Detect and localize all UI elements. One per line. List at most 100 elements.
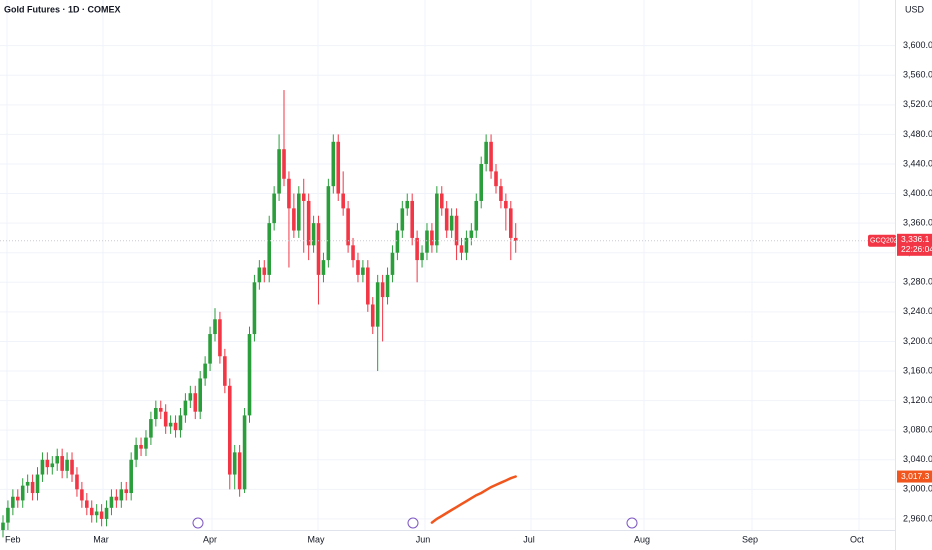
currency[interactable]: USD xyxy=(905,4,925,14)
y-tick-label: 3,240.0 xyxy=(903,306,932,316)
symbol-tag-bg xyxy=(868,234,896,247)
candle-body xyxy=(311,223,316,246)
candle-body xyxy=(479,163,484,201)
x-tick-label: Aug xyxy=(634,534,650,544)
candle-body xyxy=(277,149,281,194)
y-tick-label: 3,400.0 xyxy=(903,188,932,198)
plot xyxy=(0,90,895,538)
candle-body xyxy=(459,245,464,253)
x-tick-label: Jul xyxy=(523,534,535,544)
candle-body xyxy=(356,260,360,275)
candle-body xyxy=(163,411,168,427)
y-tick-label: 3,280.0 xyxy=(903,277,932,287)
y-tick-label: 3,040.0 xyxy=(903,454,932,464)
candle-body xyxy=(114,496,119,501)
price-tag: 3,336.1 xyxy=(901,234,930,244)
y-tick-label: 3,080.0 xyxy=(903,425,932,435)
candle-body xyxy=(178,415,183,431)
candle-body xyxy=(351,245,355,261)
candle-body xyxy=(405,200,410,209)
y-tick-label: 3,440.0 xyxy=(903,158,932,168)
candle-body xyxy=(272,193,276,224)
y-tick-label: 3,360.0 xyxy=(903,218,932,228)
y-tick-label: 3,520.0 xyxy=(903,99,932,109)
y-tick-label: 3,480.0 xyxy=(903,129,932,139)
x-tick-label: Feb xyxy=(5,534,21,544)
candle-body xyxy=(227,385,232,475)
candle-body xyxy=(474,200,479,231)
candle-body xyxy=(499,186,503,201)
candle-body xyxy=(99,511,104,519)
candle-body xyxy=(420,252,424,261)
countdown: 22:26:04 xyxy=(901,244,932,254)
candle-body xyxy=(449,215,454,231)
candle-body xyxy=(149,419,153,438)
candle-body xyxy=(144,437,148,449)
y-tick-label: 3,000.0 xyxy=(903,484,932,494)
candle-body xyxy=(282,149,286,179)
candle-body xyxy=(129,459,133,494)
event-icons xyxy=(192,517,638,529)
candle-body xyxy=(430,230,434,246)
candle-body xyxy=(435,193,439,246)
candle-body xyxy=(508,208,513,238)
candle-body xyxy=(55,456,60,464)
candle-body xyxy=(504,200,508,209)
candle-body xyxy=(25,481,30,486)
candle-body xyxy=(380,282,385,298)
candle-body xyxy=(119,489,124,501)
candle-body xyxy=(321,260,326,275)
candle-body xyxy=(439,193,444,209)
candle-body xyxy=(193,393,198,412)
candle-body xyxy=(223,356,227,386)
candle-body xyxy=(489,141,493,172)
overlay-tag-bg xyxy=(897,470,932,483)
candle-body xyxy=(188,393,193,401)
y-tick-label: 3,600.0 xyxy=(903,40,932,50)
candle-body xyxy=(109,496,114,508)
candle-body xyxy=(306,200,311,246)
symbol-tag: GCQ2025 xyxy=(870,238,902,245)
candle-body xyxy=(158,407,163,412)
candle-body xyxy=(168,422,173,427)
candle-body xyxy=(346,208,350,246)
candle-body xyxy=(1,522,5,530)
candle-body xyxy=(154,407,158,420)
candle-body xyxy=(390,252,395,275)
candle-body xyxy=(70,459,74,475)
y-tick-label: 3,200.0 xyxy=(903,336,932,346)
candle-body xyxy=(385,274,390,298)
y-tick-label: 3,560.0 xyxy=(903,70,932,80)
price-tag-bg xyxy=(897,233,932,256)
candle-body xyxy=(11,496,15,508)
candle-body xyxy=(257,267,262,283)
candle-body xyxy=(341,193,345,209)
candle-body xyxy=(395,230,400,253)
x-tick-label: Jun xyxy=(416,534,431,544)
x-tick-label: Mar xyxy=(93,534,109,544)
candle-body xyxy=(242,415,247,490)
candle-body xyxy=(301,193,306,201)
candle-body xyxy=(20,485,25,501)
candle-body xyxy=(410,200,414,238)
x-tick-label: May xyxy=(307,534,325,544)
event-icon[interactable] xyxy=(192,517,204,529)
candle-body xyxy=(361,267,365,275)
candle-body xyxy=(400,208,405,231)
candle-body xyxy=(484,141,488,164)
candle-body xyxy=(454,215,459,246)
candle-body xyxy=(80,489,84,501)
overlay-line xyxy=(430,475,517,524)
event-icon[interactable] xyxy=(407,517,419,529)
x-tick-label: Apr xyxy=(203,534,217,544)
candle-body xyxy=(262,267,267,275)
y-tick-label: 3,160.0 xyxy=(903,365,932,375)
candle-body xyxy=(50,463,55,468)
event-icon[interactable] xyxy=(626,517,638,529)
candle-body xyxy=(494,171,498,187)
candle-body xyxy=(331,141,336,187)
chart-title: Gold Futures · 1D · COMEX xyxy=(4,4,121,14)
candle-body xyxy=(415,237,419,261)
candle-body xyxy=(65,459,69,471)
